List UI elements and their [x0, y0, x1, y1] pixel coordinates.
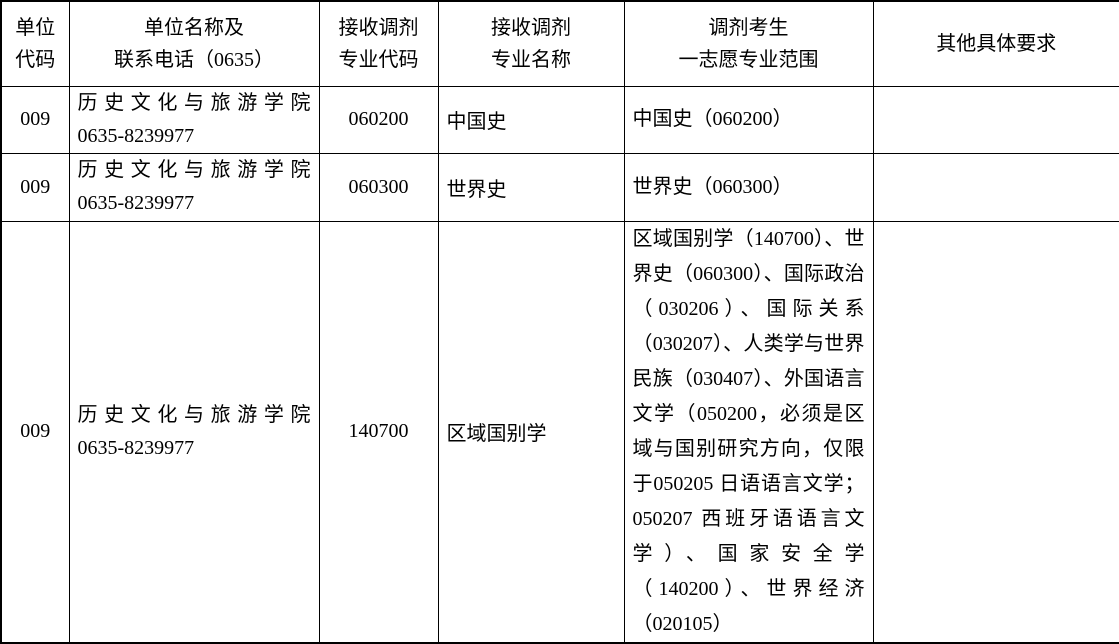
- unit-name-cell: 历史文化与旅游学院 0635-8239977: [68, 220, 320, 643]
- table-row: 009 历史文化与旅游学院 0635-8239977 140700 区域国别学 …: [0, 220, 1119, 643]
- other-requirements-cell: [872, 220, 1119, 643]
- other-requirements-cell: [872, 85, 1119, 154]
- major-name-cell: 世界史: [437, 152, 625, 222]
- col-header-unit-code: 单位 代码: [0, 0, 70, 87]
- table-row: 009 历史文化与旅游学院 0635-8239977 060200 中国史 中国…: [0, 85, 1119, 154]
- first-choice-scope-cell: 区域国别学（140700）、世界史（060300）、国际政治（030206）、国…: [623, 220, 874, 643]
- major-name-cell: 区域国别学: [437, 220, 625, 643]
- unit-phone-text: 0635-8239977: [77, 124, 195, 147]
- first-choice-scope-text: 世界史（060300）: [632, 175, 793, 198]
- first-choice-scope-cell: 中国史（060200）: [623, 85, 874, 154]
- other-requirements-cell: [872, 152, 1119, 222]
- major-code-cell: 060200: [318, 85, 439, 154]
- unit-code-cell: 009: [0, 152, 70, 222]
- col-header-major-code: 接收调剂 专业代码: [318, 0, 439, 87]
- header-line: 联系电话（0635）: [114, 48, 274, 71]
- header-line: 专业名称: [491, 48, 571, 71]
- table-body: 009 历史文化与旅游学院 0635-8239977 060200 中国史 中国…: [0, 85, 1119, 643]
- header-row: 单位 代码 单位名称及 联系电话（0635） 接收调剂 专业代码 接收调剂 专业…: [0, 0, 1119, 87]
- col-header-unit-name: 单位名称及 联系电话（0635）: [68, 0, 320, 87]
- table-row: 009 历史文化与旅游学院 0635-8239977 060300 世界史 世界…: [0, 152, 1119, 222]
- unit-name-cell: 历史文化与旅游学院 0635-8239977: [68, 85, 320, 154]
- col-header-other-requirements: 其他具体要求: [872, 0, 1119, 87]
- header-line: 专业代码: [338, 48, 419, 71]
- major-code-cell: 140700: [318, 220, 439, 643]
- first-choice-scope-text: 区域国别学（140700）、世界史（060300）、国际政治（030206）、国…: [632, 227, 865, 635]
- major-code-cell: 060300: [318, 152, 439, 222]
- unit-name-cell: 历史文化与旅游学院 0635-8239977: [68, 152, 320, 222]
- col-header-major-name: 接收调剂 专业名称: [437, 0, 625, 87]
- col-header-first-choice-scope: 调剂考生 一志愿专业范围: [623, 0, 874, 87]
- header-line: 一志愿专业范围: [678, 48, 819, 71]
- unit-name-text: 历史文化与旅游学院: [77, 91, 311, 114]
- unit-phone-text: 0635-8239977: [77, 192, 195, 214]
- first-choice-scope-text: 中国史（060200）: [632, 108, 793, 130]
- table-header: 单位 代码 单位名称及 联系电话（0635） 接收调剂 专业代码 接收调剂 专业…: [0, 0, 1119, 87]
- header-line: 接收调剂: [491, 16, 571, 39]
- header-line: 代码: [15, 48, 56, 71]
- header-line: 单位名称及: [144, 16, 244, 39]
- header-line: 单位: [15, 16, 56, 39]
- header-line: 其他具体要求: [936, 32, 1057, 55]
- unit-name-text: 历史文化与旅游学院: [77, 403, 311, 426]
- header-line: 接收调剂: [338, 16, 419, 39]
- unit-name-text: 历史文化与旅游学院: [77, 159, 311, 181]
- major-name-cell: 中国史: [437, 85, 625, 154]
- first-choice-scope-cell: 世界史（060300）: [623, 152, 874, 222]
- unit-code-cell: 009: [0, 220, 70, 643]
- unit-phone-text: 0635-8239977: [77, 436, 195, 459]
- unit-code-cell: 009: [0, 85, 70, 154]
- header-line: 调剂考生: [708, 16, 789, 39]
